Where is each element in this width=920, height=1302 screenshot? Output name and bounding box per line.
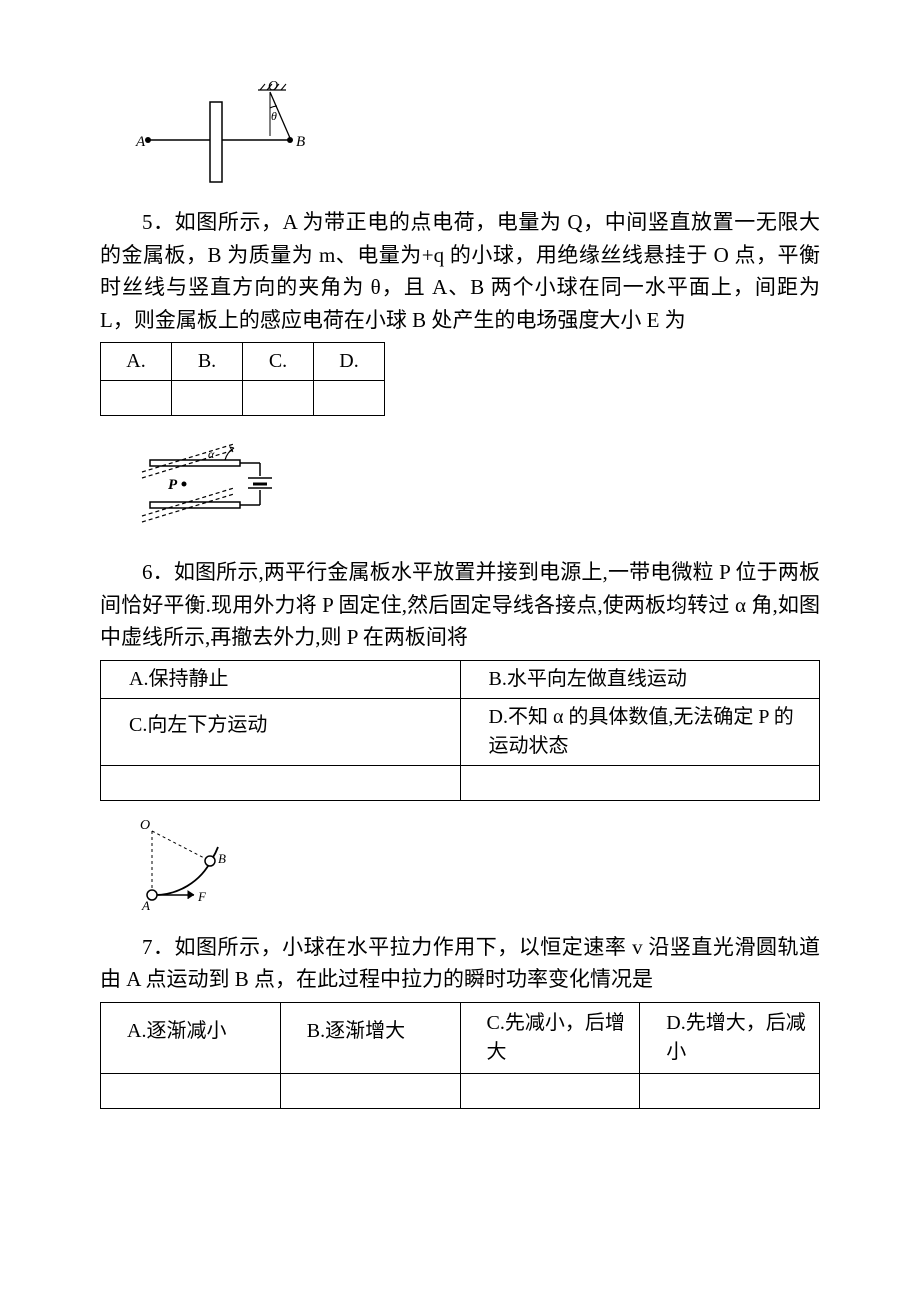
table-cell <box>280 1073 460 1108</box>
q5-label-b: B <box>296 134 305 150</box>
table-cell <box>101 381 172 416</box>
q7-option-c: C.先减小，后增大 <box>460 1002 640 1073</box>
q7-figure: O A B F <box>130 815 820 915</box>
q6-text: 6．如图所示,两平行金属板水平放置并接到电源上,一带电微粒 P 位于两板间恰好平… <box>100 556 820 654</box>
q5-label-a: A <box>135 134 146 150</box>
q6-figure: α P <box>130 430 820 540</box>
table-cell <box>460 1073 640 1108</box>
q6-option-d: D.不知 α 的具体数值,无法确定 P 的运动状态 <box>460 698 820 765</box>
q7-text: 7．如图所示，小球在水平拉力作用下，以恒定速率 v 沿竖直光滑圆轨道由 A 点运… <box>100 931 820 996</box>
table-cell <box>101 765 461 800</box>
q7-label-b: B <box>218 851 226 866</box>
table-cell <box>314 381 385 416</box>
q5-figure: A B O θ <box>130 80 820 190</box>
q5-option-c: C. <box>243 343 314 381</box>
q5-option-b: B. <box>172 343 243 381</box>
q6-option-b: B.水平向左做直线运动 <box>460 660 820 698</box>
q5-option-a: A. <box>101 343 172 381</box>
q5-label-theta: θ <box>271 109 277 123</box>
q7-options-table: A.逐渐减小 B.逐渐增大 C.先减小，后增大 D.先增大，后减小 <box>100 1002 820 1109</box>
q7-label-a: A <box>141 898 150 913</box>
table-cell <box>640 1073 820 1108</box>
table-cell <box>460 765 820 800</box>
q5-text: 5．如图所示，A 为带正电的点电荷，电量为 Q，中间竖直放置一无限大的金属板，B… <box>100 206 820 336</box>
q6-label-p: P <box>168 477 178 493</box>
q7-label-o: O <box>140 818 150 833</box>
q6-options-table: A.保持静止 B.水平向左做直线运动 C.向左下方运动 D.不知 α 的具体数值… <box>100 660 820 801</box>
table-cell <box>243 381 314 416</box>
q5-options-table: A. B. C. D. <box>100 342 385 416</box>
q7-option-a: A.逐渐减小 <box>101 1002 281 1073</box>
q7-label-f: F <box>197 889 207 904</box>
q7-option-b: B.逐渐增大 <box>280 1002 460 1073</box>
q6-option-c: C.向左下方运动 <box>101 698 461 765</box>
document-page: A B O θ 5．如图所示，A 为带正电的点电荷，电量为 Q，中间竖直放置一无… <box>0 0 920 1302</box>
q6-option-a: A.保持静止 <box>101 660 461 698</box>
table-cell <box>101 1073 281 1108</box>
q6-label-alpha: α <box>208 447 215 461</box>
q7-option-d: D.先增大，后减小 <box>640 1002 820 1073</box>
table-cell <box>172 381 243 416</box>
q5-option-d: D. <box>314 343 385 381</box>
